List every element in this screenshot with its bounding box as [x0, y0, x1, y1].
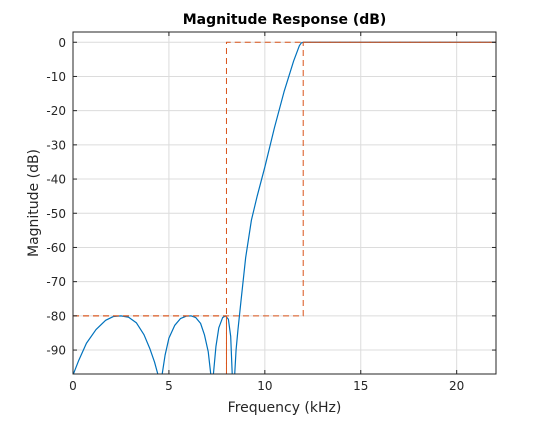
y-tick-label: -80 [46, 309, 66, 323]
x-axis-label: Frequency (kHz) [228, 400, 342, 416]
y-axis-label: Magnitude (dB) [26, 149, 42, 257]
y-tick-label: -60 [46, 241, 66, 255]
x-tick-label: 10 [257, 379, 272, 393]
magnitude-response-line [212, 315, 233, 374]
x-tick-label: 0 [69, 379, 77, 393]
y-tick-label: -30 [46, 138, 66, 152]
y-tick-label: -50 [46, 207, 66, 221]
y-tick-label: -70 [46, 275, 66, 289]
magnitude-response-line [73, 315, 159, 374]
plot-lines [73, 41, 496, 374]
spec-mask-line [225, 41, 496, 374]
grid [73, 32, 496, 374]
y-tick-label: -90 [46, 344, 66, 358]
y-tick-label: -10 [46, 70, 66, 84]
axes-box [72, 31, 497, 375]
y-tick-label: -40 [46, 173, 66, 187]
x-tick-label: 5 [165, 379, 173, 393]
y-tick-label: 0 [58, 36, 66, 50]
spec-mask-line [73, 41, 496, 317]
y-tick-label: -20 [46, 104, 66, 118]
x-tick-label: 20 [449, 379, 464, 393]
ticks: 0 5 10 15 20 0 -10 -20 -30 -40 -50 -60 -70 -80 -90 [46, 32, 496, 393]
x-tick-label: 15 [353, 379, 368, 393]
chart-title: Magnitude Response (dB) [183, 12, 387, 28]
